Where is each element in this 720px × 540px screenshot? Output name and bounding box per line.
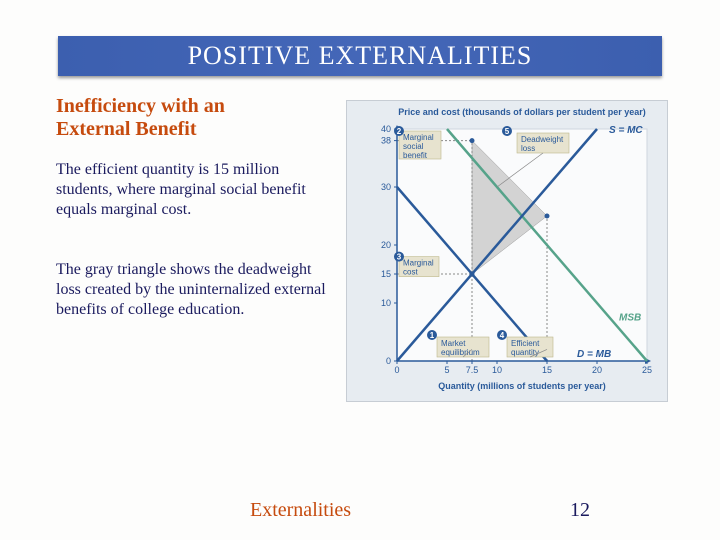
svg-text:15: 15 (381, 269, 391, 279)
svg-text:1: 1 (430, 331, 435, 340)
svg-text:5: 5 (444, 365, 449, 375)
slide-title: POSITIVE EXTERNALITIES (188, 41, 533, 71)
svg-text:Market: Market (441, 339, 466, 348)
title-bar: POSITIVE EXTERNALITIES (58, 36, 662, 76)
svg-text:7.5: 7.5 (466, 365, 479, 375)
svg-text:cost: cost (403, 268, 418, 277)
slide-subtitle: Inefficiency with an External Benefit (56, 95, 296, 141)
svg-text:5: 5 (505, 127, 510, 136)
svg-text:Efficient: Efficient (511, 339, 540, 348)
svg-text:Marginal: Marginal (403, 259, 434, 268)
svg-text:3: 3 (397, 253, 402, 262)
svg-text:D = MB: D = MB (577, 349, 611, 360)
footer-text: Externalities (250, 499, 351, 522)
externality-chart: 057.5101520250101520303840D = MBMSBS = M… (346, 100, 668, 402)
svg-text:38: 38 (381, 136, 391, 146)
svg-text:2: 2 (397, 127, 402, 136)
svg-text:25: 25 (642, 365, 652, 375)
svg-text:Deadweight: Deadweight (521, 135, 564, 144)
svg-text:0: 0 (394, 365, 399, 375)
svg-text:20: 20 (592, 365, 602, 375)
svg-text:10: 10 (492, 365, 502, 375)
body-paragraph-2: The gray triangle shows the deadweight l… (56, 260, 326, 320)
svg-text:20: 20 (381, 240, 391, 250)
svg-text:social: social (403, 142, 424, 151)
page-number: 12 (570, 499, 590, 522)
svg-text:quantity: quantity (511, 348, 539, 357)
svg-text:10: 10 (381, 298, 391, 308)
svg-text:40: 40 (381, 124, 391, 134)
svg-text:15: 15 (542, 365, 552, 375)
svg-text:30: 30 (381, 182, 391, 192)
svg-text:equilibrium: equilibrium (441, 348, 480, 357)
svg-text:benefit: benefit (403, 151, 428, 160)
svg-text:Marginal: Marginal (403, 133, 434, 142)
svg-text:0: 0 (386, 356, 391, 366)
svg-text:4: 4 (500, 331, 505, 340)
body-paragraph-1: The efficient quantity is 15 million stu… (56, 160, 326, 220)
svg-text:Quantity (millions of students: Quantity (millions of students per year) (438, 381, 606, 391)
svg-text:loss: loss (521, 144, 535, 153)
svg-text:S = MC: S = MC (609, 125, 643, 136)
svg-text:MSB: MSB (619, 312, 641, 323)
svg-text:Price and cost (thousands of d: Price and cost (thousands of dollars per… (398, 107, 646, 117)
